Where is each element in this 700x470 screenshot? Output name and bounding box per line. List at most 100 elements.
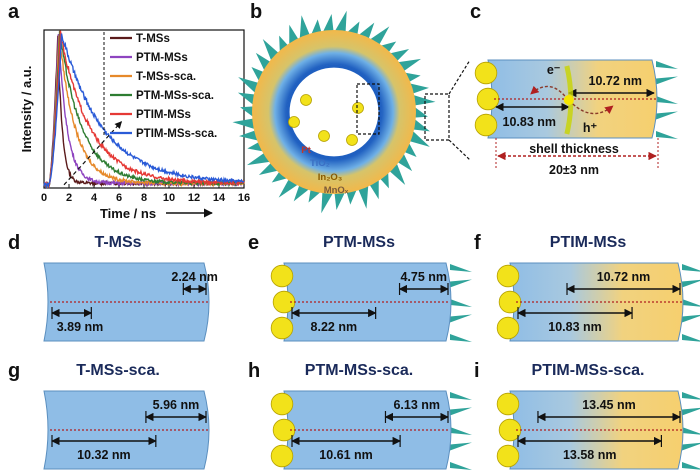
panel-label-a: a (8, 1, 20, 23)
mnox-spike (237, 92, 256, 106)
zoom-box-outer (424, 93, 450, 141)
panel-title-d: T-MSs (94, 234, 141, 251)
dim-label-left: 10.83 nm (503, 115, 557, 129)
pt-particle (270, 392, 294, 416)
shell-thickness-label: shell thickness (529, 142, 619, 156)
x-tick-label: 16 (238, 192, 250, 204)
shell-panel-i: 13.45 nm 13.58 nm (496, 390, 700, 470)
dim-label-left: 10.61 nm (319, 448, 373, 462)
mnox-spike (656, 96, 678, 104)
panel-label-e: e (248, 232, 259, 254)
core-shell-schematic: Pt TiO₂ In₂O₃ MnOₓ (232, 10, 471, 214)
legend-entry: PTIM-MSs (136, 109, 191, 121)
mnox-spike (450, 442, 472, 451)
x-tick-label: 8 (141, 192, 147, 204)
zoom-line (448, 59, 471, 95)
x-tick-label: 0 (41, 192, 47, 204)
mnox-spike (450, 334, 472, 342)
dim-label-left: 8.22 nm (311, 320, 358, 334)
x-tick-label: 4 (91, 192, 98, 204)
pt-particle (346, 134, 358, 146)
mnox-spike (299, 15, 311, 40)
mnox-spike (682, 462, 700, 470)
electron-label: e⁻ (547, 63, 561, 77)
layer-label: Pt (301, 145, 311, 156)
pt-particle (474, 113, 498, 137)
mnox-spike (412, 94, 436, 106)
mnox-spike (408, 83, 429, 94)
legend-entry: T-MSs (136, 33, 170, 45)
pt-particle (288, 116, 300, 128)
mnox-spike (279, 35, 289, 54)
panel-label-b: b (250, 1, 262, 23)
panel-label-d: d (8, 232, 20, 254)
thickness-panels: d T-MSs 2.24 nm 3.89 nm e PTM-MSs 4.75 nm 8.22 … (8, 232, 700, 470)
layer-label: In₂O₃ (318, 172, 342, 183)
pt-particle (496, 444, 520, 468)
panel-label-c: c (470, 1, 481, 23)
mnox-spike (682, 334, 700, 342)
mnox-spike (450, 407, 472, 416)
mnox-spike (682, 442, 700, 451)
panel-title-f: PTIM-MSs (550, 234, 627, 251)
pt-particle (352, 102, 364, 114)
mnox-spike (656, 131, 678, 139)
x-tick-label: 6 (116, 192, 122, 204)
shell-panel-e: 4.75 nm 8.22 nm (270, 262, 472, 342)
shell-detail: 10.72 nm 10.83 nm e⁻ h⁺ shell thickness 20±3 … (474, 59, 678, 177)
pt-particle (300, 94, 312, 106)
mnox-spike (379, 41, 397, 54)
layer-label: TiO₂ (310, 158, 330, 169)
shell-thickness-value: 20±3 nm (549, 163, 599, 177)
mnox-spike (682, 407, 700, 416)
mnox-spike (656, 111, 678, 120)
mnox-spike (682, 264, 700, 272)
dim-label-right: 10.72 nm (589, 74, 643, 88)
shell-panel-d: 2.24 nm 3.89 nm (43, 262, 218, 342)
shell-panel-f: 10.72 nm 10.83 nm (496, 262, 700, 342)
mnox-spike (240, 106, 255, 118)
mnox-spike (656, 76, 678, 85)
zoom-box (356, 83, 380, 135)
mnox-spike (334, 10, 347, 33)
dim-label-left: 10.83 nm (548, 320, 602, 334)
x-tick-label: 10 (163, 192, 175, 204)
panel-label-g: g (8, 360, 20, 382)
y-axis-label: Intensity / a.u. (19, 66, 34, 153)
dim-label-right: 4.75 nm (400, 270, 447, 284)
x-axis-label: Time / ns (100, 206, 156, 221)
mnox-spike (450, 392, 472, 400)
mnox-spike (379, 170, 389, 189)
x-tick-label: 14 (213, 192, 226, 204)
dim-label-right: 5.96 nm (153, 398, 200, 412)
pt-particle (474, 61, 498, 85)
panel-title-h: PTM-MSs-sca. (305, 362, 413, 379)
electron-path (530, 85, 566, 97)
mnox-spike (450, 427, 472, 435)
pt-particle (270, 444, 294, 468)
hollow-core (286, 64, 382, 160)
panel-label-i: i (474, 360, 480, 382)
decay-chart: 0 2 4 6 8 10 12 14 16 Intensity / a.u. Time / ns T-… (19, 29, 250, 221)
mnox-spike (450, 299, 472, 307)
panel-title-g: T-MSs-sca. (76, 362, 160, 379)
series-line (43, 30, 245, 189)
series-line (43, 33, 245, 189)
mnox-spike (238, 77, 260, 94)
legend-entry: T-MSs-sca. (136, 71, 196, 83)
x-tick-label: 12 (188, 192, 200, 204)
pt-particle (318, 130, 330, 142)
dim-label-right: 13.45 nm (582, 398, 636, 412)
mnox-spike (682, 299, 700, 307)
layer-label: MnOₓ (324, 185, 349, 196)
shell-panel-g: 5.96 nm 10.32 nm (43, 390, 210, 470)
mnox-spike (450, 264, 472, 272)
legend-entry: PTIM-MSs-sca. (136, 128, 217, 140)
mnox-spike (322, 14, 334, 33)
panel-title-e: PTM-MSs (323, 234, 395, 251)
x-tick-label: 2 (66, 192, 72, 204)
mnox-spike (450, 279, 472, 288)
dim-label-left: 13.58 nm (563, 448, 617, 462)
mnox-spike (656, 61, 678, 69)
dim-label-left: 3.89 nm (57, 320, 104, 334)
